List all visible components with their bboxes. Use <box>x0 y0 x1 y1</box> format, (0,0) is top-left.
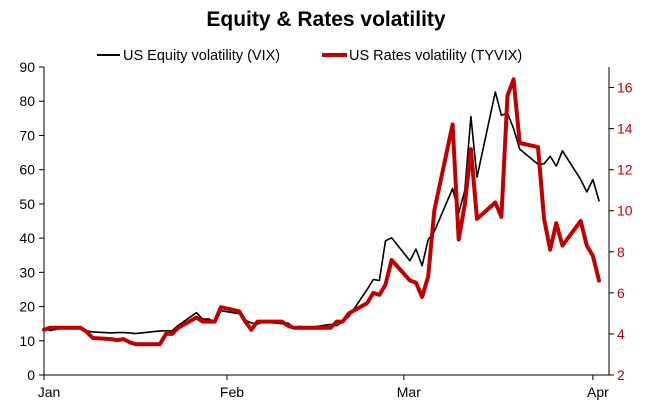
x-tick-label: Mar <box>397 384 421 400</box>
right-tick-label: 6 <box>617 285 625 301</box>
series-line-vix <box>43 91 600 335</box>
right-tick-label: 10 <box>617 203 633 219</box>
left-tick-label: 80 <box>19 93 35 109</box>
right-tick-label: 2 <box>617 367 625 383</box>
legend-label-vix: US Equity volatility (VIX) <box>123 48 280 64</box>
right-tick-label: 12 <box>617 162 633 178</box>
ticks: 0 10 20 30 40 50 60 70 80 90 2 4 6 8 10 12 14 16 Jan Feb Mar… <box>19 59 632 400</box>
left-tick-label: 30 <box>19 264 35 280</box>
left-tick-label: 50 <box>19 196 35 212</box>
series-line-tyvix <box>42 77 601 347</box>
right-tick-label: 4 <box>617 326 625 342</box>
legend-label-tyvix: US Rates volatility (TYVIX) <box>349 48 522 64</box>
x-tick-label: Apr <box>587 384 609 400</box>
right-tick-label: 14 <box>617 121 633 137</box>
left-tick-label: 40 <box>19 230 35 246</box>
right-tick-label: 16 <box>617 80 633 96</box>
right-tick-label: 8 <box>617 244 625 260</box>
left-tick-label: 70 <box>19 127 35 143</box>
x-tick-label: Jan <box>38 384 61 400</box>
left-tick-label: 0 <box>27 367 35 383</box>
left-tick-label: 90 <box>19 59 35 75</box>
axes <box>43 67 610 376</box>
x-tick-label: Feb <box>220 384 244 400</box>
left-tick-label: 10 <box>19 333 35 349</box>
legend: US Equity volatility (VIX) US Rates vola… <box>97 48 522 64</box>
left-tick-label: 20 <box>19 299 35 315</box>
left-tick-label: 60 <box>19 162 35 178</box>
chart-title: Equity & Rates volatility <box>206 8 446 31</box>
series-layer <box>42 77 601 347</box>
